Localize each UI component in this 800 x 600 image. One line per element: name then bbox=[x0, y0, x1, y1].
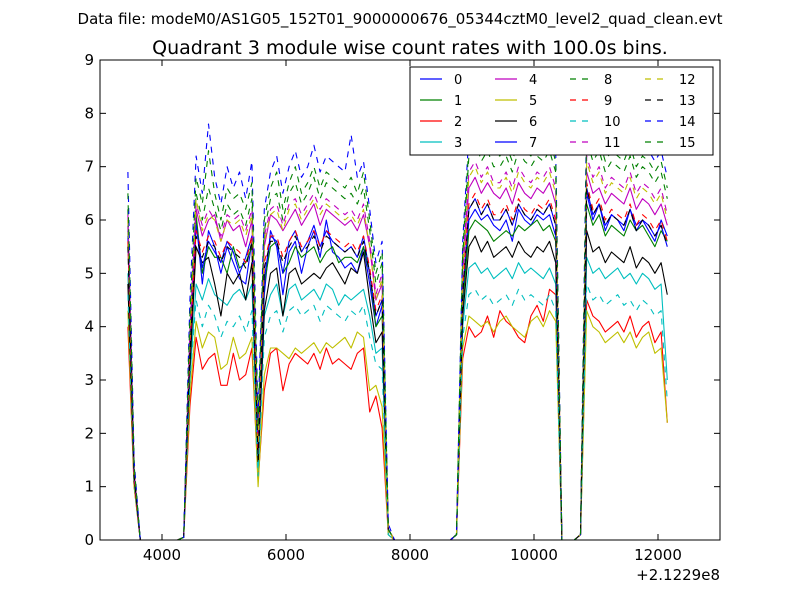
y-tick-label: 5 bbox=[84, 264, 94, 282]
y-tick-label: 7 bbox=[84, 158, 94, 176]
legend-label: 0 bbox=[454, 73, 462, 88]
x-tick-label: 8000 bbox=[391, 546, 429, 564]
x-tick-label: 6000 bbox=[267, 546, 305, 564]
x-tick-label: 12000 bbox=[634, 546, 682, 564]
legend-label: 15 bbox=[679, 136, 696, 151]
legend-label: 9 bbox=[604, 94, 612, 109]
legend-label: 10 bbox=[604, 115, 621, 130]
legend-label: 14 bbox=[679, 115, 696, 130]
legend-label: 8 bbox=[604, 73, 612, 88]
legend-label: 13 bbox=[679, 94, 696, 109]
legend-label: 7 bbox=[529, 136, 537, 151]
legend-label: 6 bbox=[529, 115, 537, 130]
legend-label: 3 bbox=[454, 136, 462, 151]
legend-label: 4 bbox=[529, 73, 537, 88]
suptitle: Data file: modeM0/AS1G05_152T01_90000006… bbox=[78, 10, 723, 29]
y-tick-label: 9 bbox=[84, 51, 94, 69]
y-tick-label: 4 bbox=[84, 318, 94, 336]
legend-label: 2 bbox=[454, 115, 462, 130]
y-tick-label: 0 bbox=[84, 531, 94, 549]
y-tick-label: 8 bbox=[84, 104, 94, 122]
chart-title: Quadrant 3 module wise count rates with … bbox=[152, 37, 668, 59]
y-tick-label: 6 bbox=[84, 211, 94, 229]
x-offset-label: +2.1229e8 bbox=[636, 566, 720, 584]
series-line-13 bbox=[127, 187, 668, 540]
legend-label: 12 bbox=[679, 73, 696, 88]
series-line-5 bbox=[127, 310, 668, 540]
y-tick-label: 1 bbox=[84, 478, 94, 496]
y-tick-label: 2 bbox=[84, 424, 94, 442]
y-tick-label: 3 bbox=[84, 371, 94, 389]
series-layer bbox=[127, 96, 668, 540]
legend-box bbox=[409, 66, 714, 156]
x-axis: 4000 6000 8000 10000 12000 bbox=[143, 60, 682, 564]
legend-label: 11 bbox=[604, 136, 621, 151]
x-tick-label: 4000 bbox=[143, 546, 181, 564]
series-line-15 bbox=[127, 128, 668, 540]
legend-label: 1 bbox=[454, 94, 462, 109]
x-tick-label: 10000 bbox=[510, 546, 558, 564]
legend-label: 5 bbox=[529, 94, 537, 109]
